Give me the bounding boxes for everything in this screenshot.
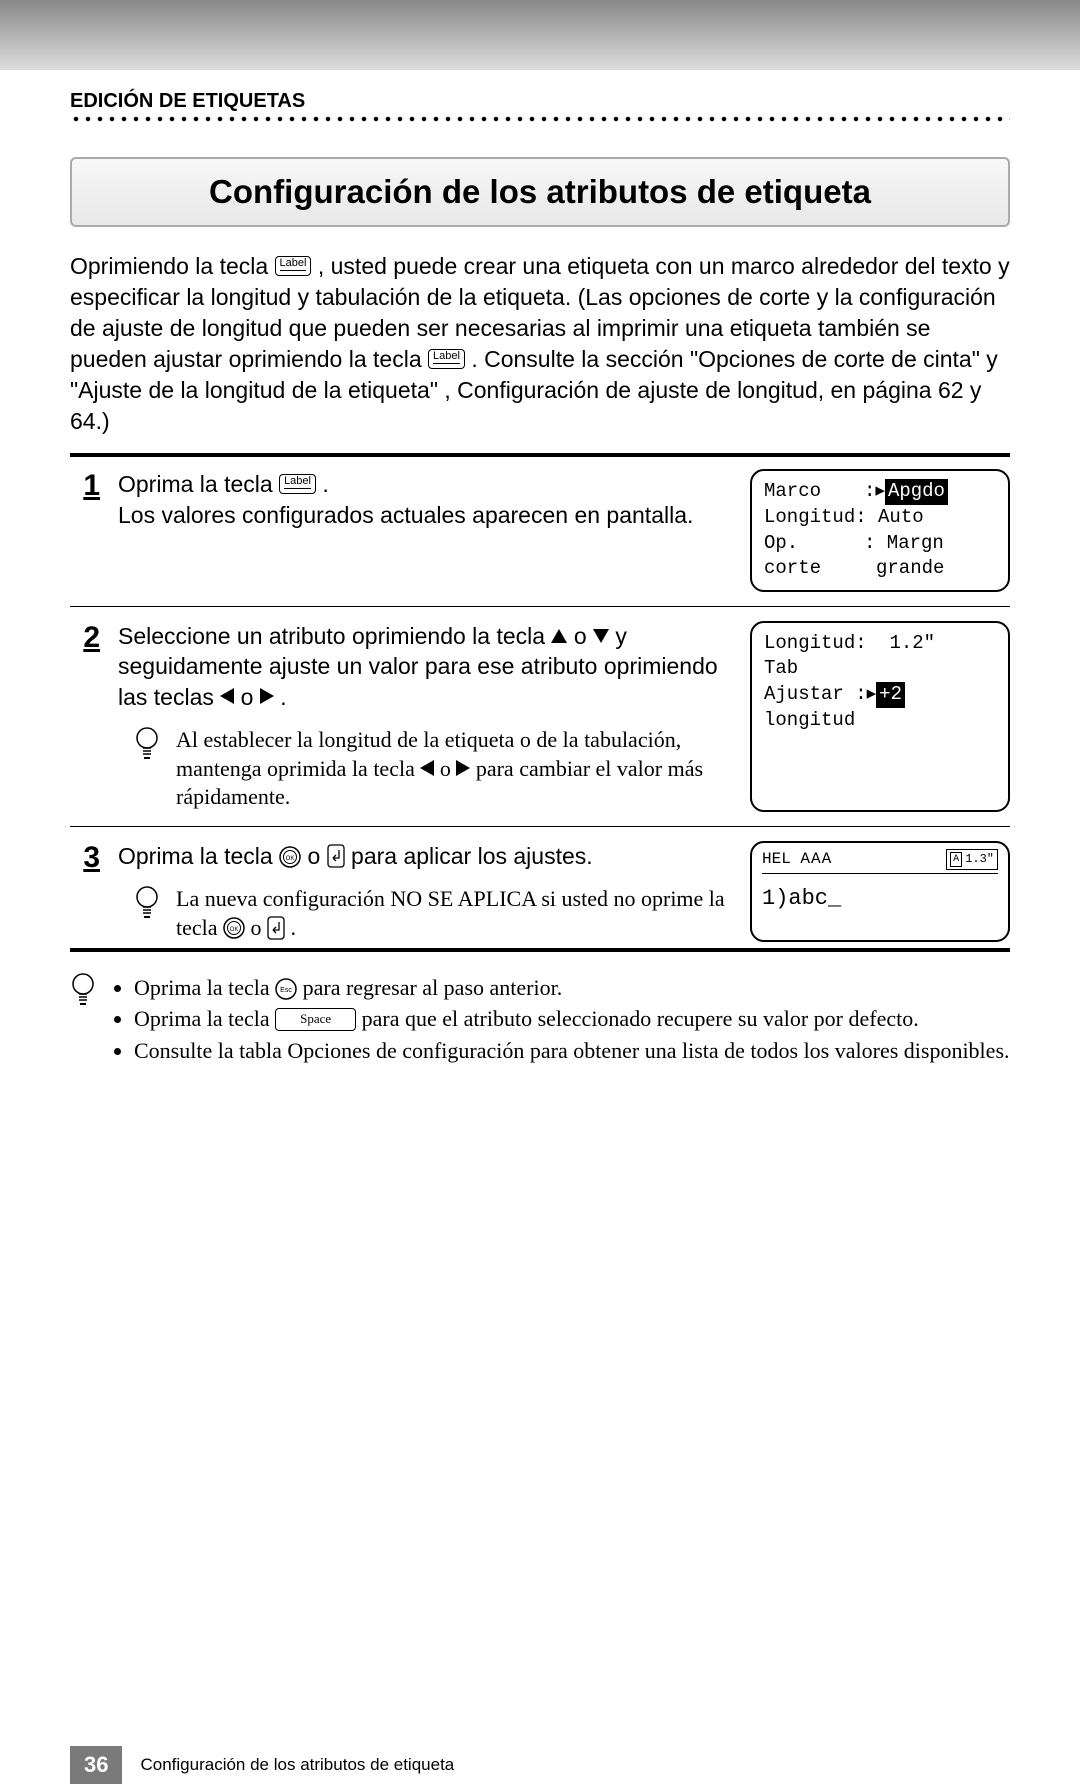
intro-text-1: Oprimiendo la tecla <box>70 253 275 279</box>
step-1: 1 Oprima la tecla Label . Los valores co… <box>70 469 1010 592</box>
divider <box>70 948 1010 952</box>
enter-key-icon <box>327 844 345 868</box>
enter-key-icon <box>267 916 285 940</box>
list-item: Oprima la tecla Space para que el atribu… <box>134 1003 1010 1034</box>
page-content: EDICIÓN DE ETIQUETAS Configuración de lo… <box>0 70 1080 1784</box>
screen-2: Longitud: 1.2" Tab Ajustar :▸+2 longitud <box>750 621 1010 812</box>
divider <box>70 826 1010 827</box>
svg-text:OK: OK <box>286 856 295 862</box>
tips-list: Oprima la tecla Esc para regresar al pas… <box>112 972 1010 1066</box>
step-2-tip: Al establecer la longitud de la etiqueta… <box>118 726 730 812</box>
lightbulb-icon <box>134 726 162 812</box>
top-gradient-bar <box>0 0 1080 70</box>
svg-text:OK: OK <box>230 927 239 933</box>
step-number: 1 <box>70 469 100 592</box>
screen-1: Marco:▸Apgdo Longitud: Auto Op.: Margn c… <box>750 469 1010 592</box>
label-key-icon: Label <box>279 474 316 494</box>
page-number: 36 <box>70 1746 122 1784</box>
tips-block: Oprima la tecla Esc para regresar al pas… <box>70 972 1010 1066</box>
step-number: 2 <box>70 621 100 812</box>
step-2-text: Seleccione un atributo oprimiendo la tec… <box>118 621 730 712</box>
footer-text: Configuración de los atributos de etique… <box>140 1755 454 1775</box>
section-label: EDICIÓN DE ETIQUETAS <box>70 90 1010 113</box>
esc-key-icon: Esc <box>275 977 297 999</box>
left-arrow-icon <box>220 688 234 704</box>
intro-paragraph: Oprimiendo la tecla Label , usted puede … <box>70 251 1010 437</box>
step-number: 3 <box>70 841 100 943</box>
step-3: 3 Oprima la tecla OK o para aplicar los … <box>70 841 1010 943</box>
ok-key-icon: OK <box>223 917 245 939</box>
lightbulb-icon <box>134 885 162 942</box>
divider <box>70 606 1010 607</box>
list-item: Oprima la tecla Esc para regresar al pas… <box>134 972 1010 1003</box>
step-3-text: Oprima la tecla OK o para aplicar los aj… <box>118 841 730 871</box>
svg-text:Esc: Esc <box>280 987 292 994</box>
dotted-rule <box>70 115 1010 123</box>
page-footer: 36 Configuración de los atributos de eti… <box>70 1746 1010 1784</box>
step-1-text: Oprima la tecla Label . Los valores conf… <box>118 469 730 592</box>
title-box: Configuración de los atributos de etique… <box>70 157 1010 227</box>
lightbulb-icon <box>70 972 98 1066</box>
label-key-icon: Label <box>428 349 465 369</box>
left-arrow-icon <box>420 760 434 776</box>
step-3-tip: La nueva configuración NO SE APLICA si u… <box>118 885 730 942</box>
label-key-icon: Label <box>275 256 312 276</box>
step-2: 2 Seleccione un atributo oprimiendo la t… <box>70 621 1010 812</box>
up-arrow-icon <box>551 629 567 643</box>
down-arrow-icon <box>593 629 609 643</box>
ok-key-icon: OK <box>279 845 301 867</box>
divider <box>70 453 1010 457</box>
screen-3: HEL AAA A1.3" 1)abc_ <box>750 841 1010 943</box>
right-arrow-icon <box>260 688 274 704</box>
list-item: Consulte la tabla Opciones de configurac… <box>134 1035 1010 1066</box>
page-title: Configuración de los atributos de etique… <box>92 173 988 211</box>
right-arrow-icon <box>456 760 470 776</box>
space-key-icon: Space <box>275 1008 356 1030</box>
